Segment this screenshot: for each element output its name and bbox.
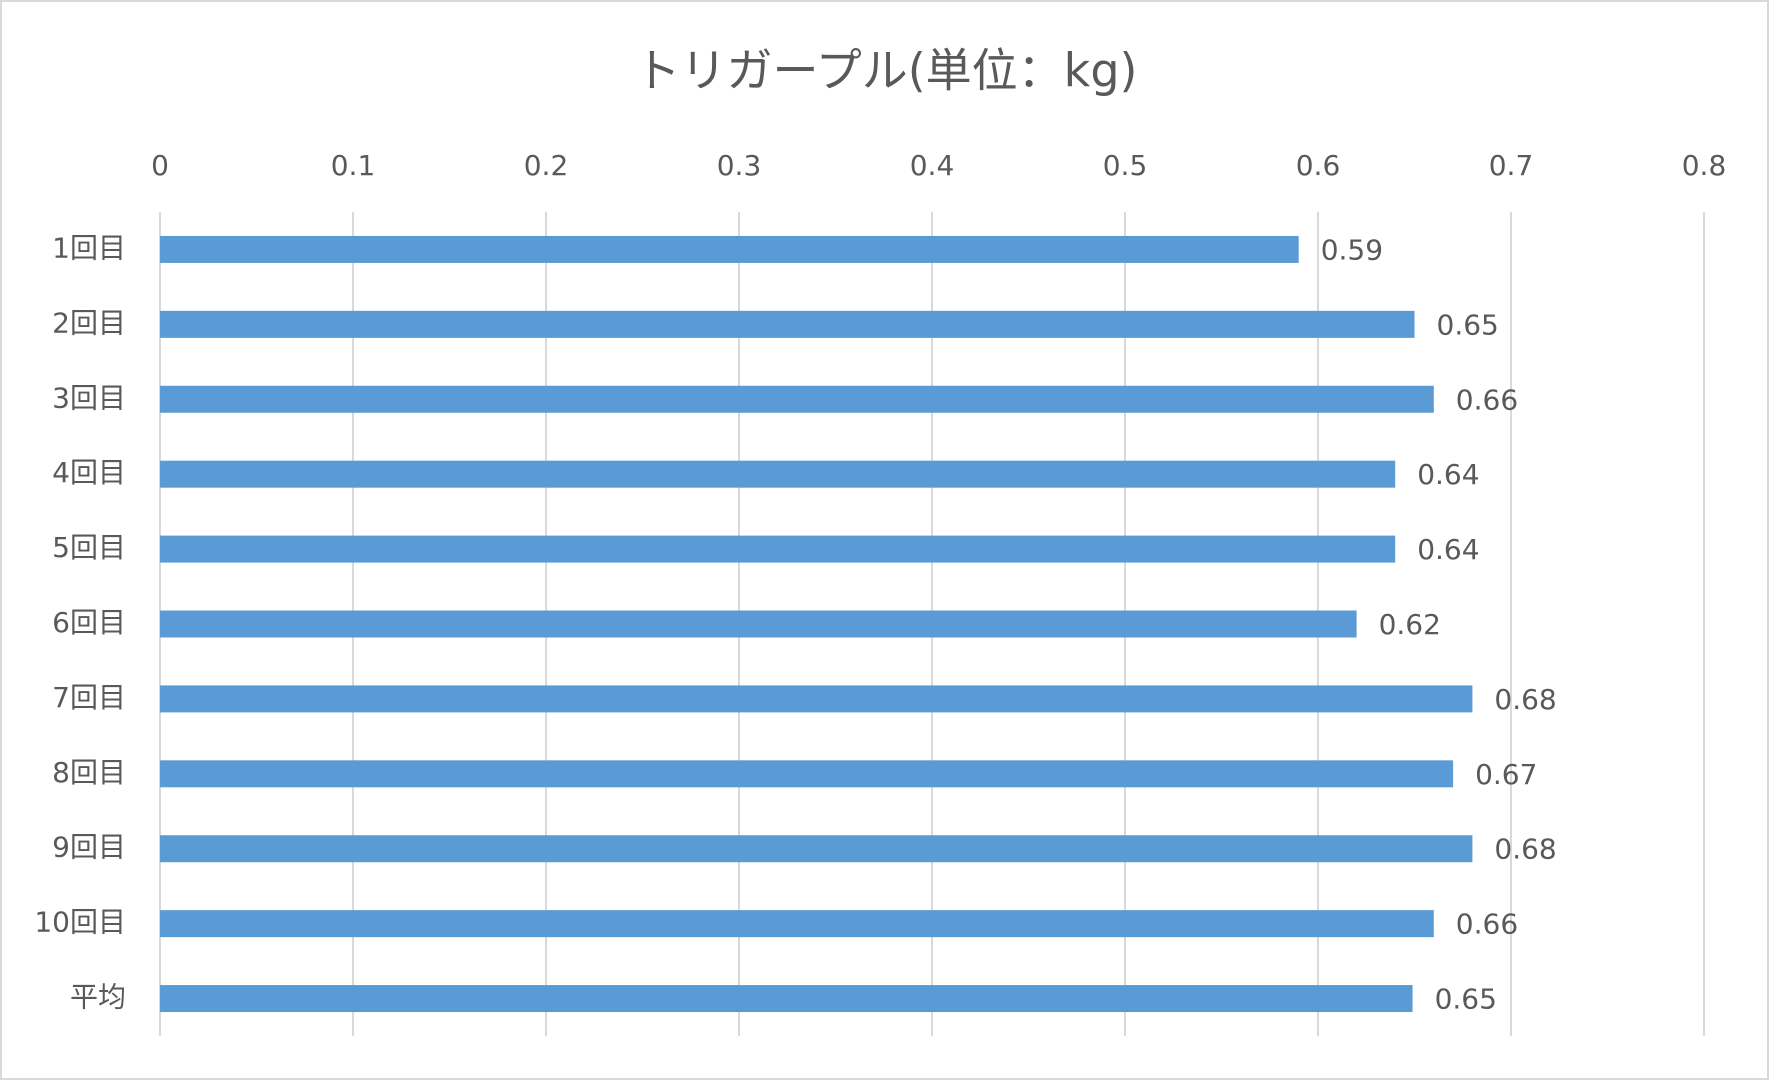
bar — [160, 460, 1396, 488]
data-label: 0.68 — [1494, 833, 1556, 866]
data-label: 0.62 — [1379, 608, 1441, 641]
y-tick-label: 5回目 — [52, 531, 126, 564]
y-tick-label: 平均 — [70, 981, 126, 1014]
y-tick-label: 1回目 — [52, 231, 126, 264]
x-tick-label: 0.8 — [1682, 149, 1727, 182]
data-label: 0.66 — [1456, 908, 1518, 941]
y-tick-label: 4回目 — [52, 456, 126, 489]
bar — [160, 685, 1473, 713]
y-tick-label: 3回目 — [52, 381, 126, 414]
data-label: 0.68 — [1494, 683, 1556, 716]
y-tick-label: 8回目 — [52, 756, 126, 789]
x-tick-label: 0.2 — [524, 149, 569, 182]
data-label: 0.64 — [1417, 458, 1479, 491]
y-tick-label: 9回目 — [52, 831, 126, 864]
bar — [160, 385, 1434, 413]
x-tick-label: 0.7 — [1489, 149, 1534, 182]
y-tick-label: 10回目 — [34, 906, 126, 939]
data-label: 0.59 — [1321, 233, 1383, 266]
x-tick-label: 0.1 — [331, 149, 376, 182]
x-tick-label: 0.6 — [1296, 149, 1341, 182]
data-label: 0.64 — [1417, 533, 1479, 566]
y-tick-label: 7回目 — [52, 681, 126, 714]
bar — [160, 610, 1357, 638]
bar — [160, 985, 1413, 1013]
data-label: 0.66 — [1456, 383, 1518, 416]
bar — [160, 760, 1454, 788]
data-label: 0.65 — [1437, 308, 1499, 341]
bar — [160, 910, 1434, 938]
x-tick-label: 0.3 — [717, 149, 762, 182]
chart-title: トリガープル(単位：kg) — [635, 44, 1138, 98]
bar — [160, 535, 1396, 563]
y-tick-label: 2回目 — [52, 306, 126, 339]
bar — [160, 310, 1415, 338]
bar — [160, 835, 1473, 863]
x-tick-label: 0 — [151, 149, 169, 182]
data-label: 0.67 — [1475, 758, 1537, 791]
bar — [160, 235, 1299, 263]
y-tick-label: 6回目 — [52, 606, 126, 639]
x-tick-label: 0.4 — [910, 149, 955, 182]
data-label: 0.65 — [1435, 983, 1497, 1016]
x-tick-label: 0.5 — [1103, 149, 1148, 182]
